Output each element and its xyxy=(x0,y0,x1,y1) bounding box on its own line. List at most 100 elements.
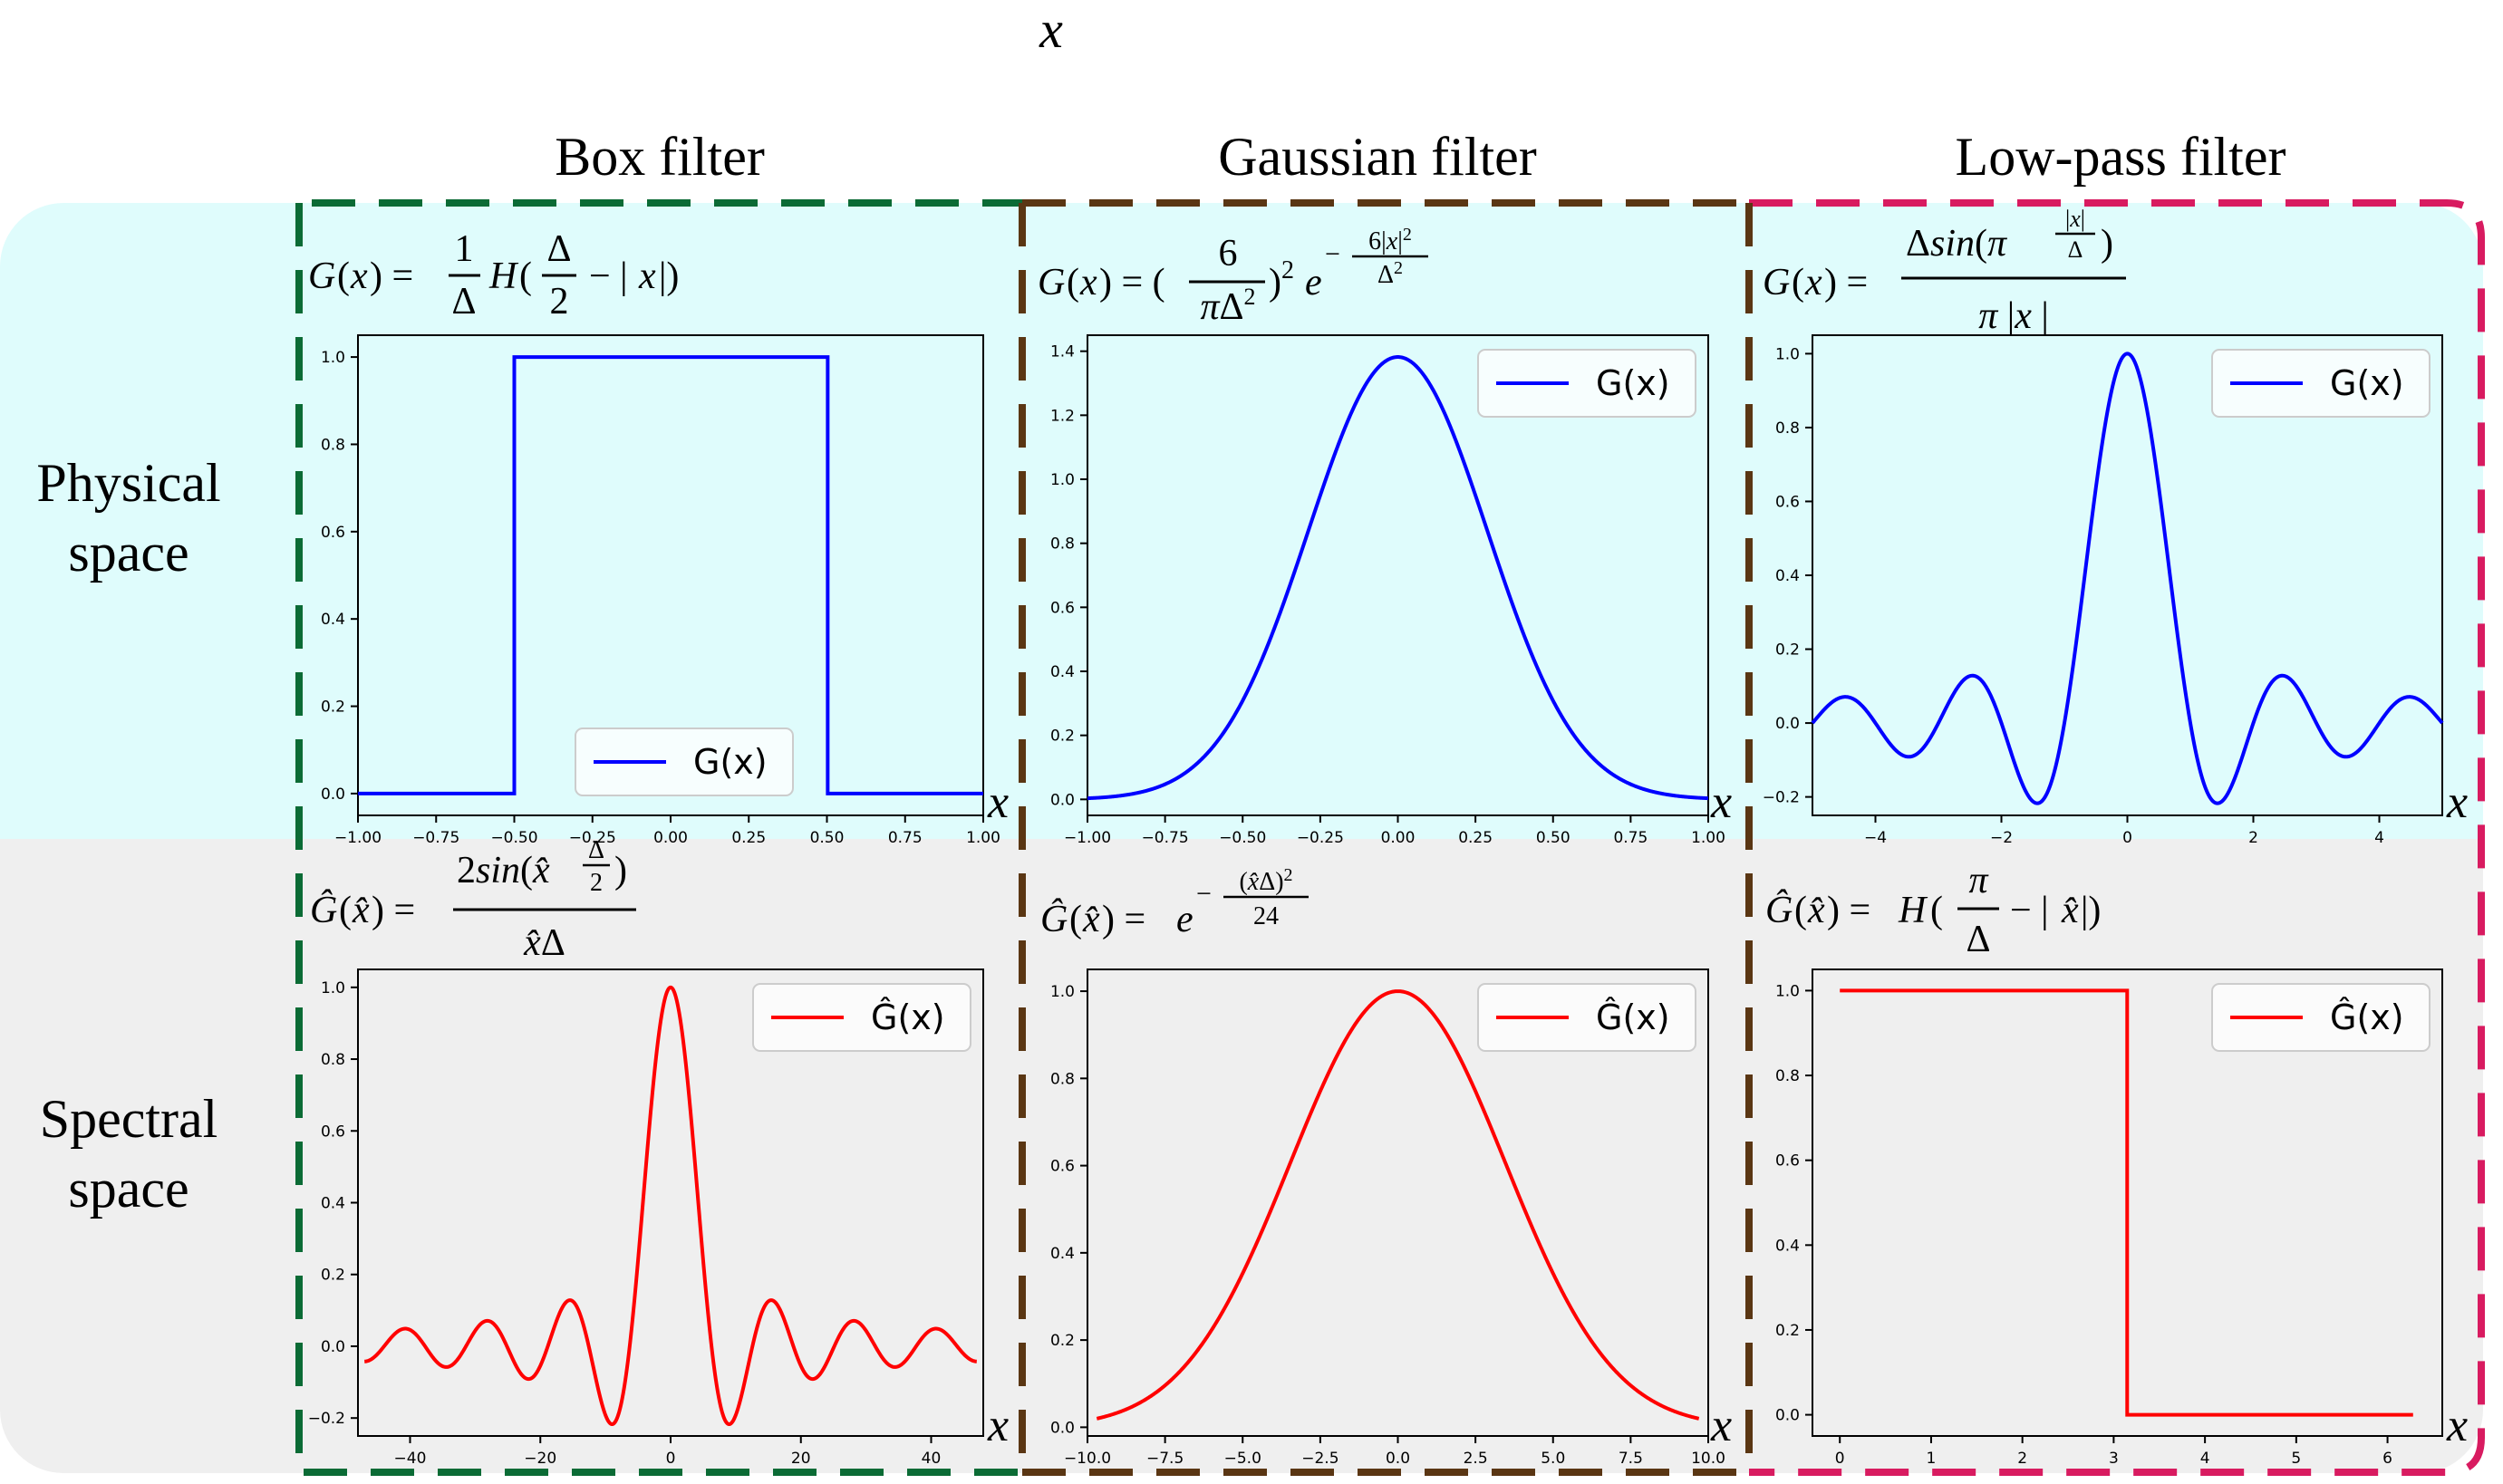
x-tick-label: 20 xyxy=(791,1450,811,1468)
y-tick-label: 0.0 xyxy=(1050,791,1075,809)
x-tick-label: −0.25 xyxy=(569,829,616,847)
svg-text:2: 2 xyxy=(550,281,569,323)
y-tick-label: −0.2 xyxy=(308,1410,345,1428)
row-label-physical-line2: space xyxy=(68,523,188,583)
legend-box xyxy=(1477,983,1696,1052)
y-tick-label: 0.0 xyxy=(321,785,345,804)
axis-x-label-lowpass-physical: x xyxy=(2446,776,2468,828)
y-tick-label: 0.8 xyxy=(1050,535,1075,554)
svg-text:|): |) xyxy=(2081,890,2101,931)
chart-panels: −1.00 −0.75 −0.50 −0.25 0.00 0.25 0.50 0.75 1.00… xyxy=(308,334,2444,1468)
y-tick-label: 0.2 xyxy=(1775,1322,1800,1340)
x-tick-label: −0.75 xyxy=(1142,829,1189,847)
svg-text:) =: ) = xyxy=(1824,262,1868,304)
svg-text:− |: − | xyxy=(2010,890,2049,931)
svg-text:x: x xyxy=(638,255,656,297)
legend-label: G(x) xyxy=(2330,363,2404,403)
y-tick-label: 0.6 xyxy=(1775,493,1800,511)
y-tick-label: 0.0 xyxy=(1775,715,1800,733)
svg-text:Δ: Δ xyxy=(546,228,571,270)
svg-text:x̂: x̂ xyxy=(352,890,370,931)
legend: G(x) xyxy=(575,728,794,796)
lowpass_physical-chart: −4 −2 0 2 4 −0.2 0.0 0.2 0.4 0.6 0.8 1.0 G(x) xyxy=(1763,334,2444,847)
top-x-label: x xyxy=(1039,0,1063,59)
gaussian_physical-chart: −1.00 −0.75 −0.50 −0.25 0.00 0.25 0.50 0.75 1.00… xyxy=(1050,334,1725,847)
x-tick-label: −0.25 xyxy=(1297,829,1344,847)
formula-box-physical: G (x) = 1 Δ H( Δ 2 − | x |) xyxy=(308,228,679,323)
gaussian-filter-column-border xyxy=(1019,199,1747,1476)
y-tick-label: 0.6 xyxy=(321,1123,345,1141)
series-line xyxy=(1096,989,1700,1421)
series-line xyxy=(1811,352,2444,805)
svg-text:H: H xyxy=(488,255,519,297)
legend: G(x) xyxy=(2211,349,2431,418)
physical-space-row-background-square xyxy=(0,634,2483,839)
x-tick-label: 0.25 xyxy=(1458,829,1493,847)
svg-text:) =: ) = xyxy=(1827,890,1870,931)
x-tick-label: 0.25 xyxy=(731,829,766,847)
formula-box-spectral: Ĝ (x̂) = 2sin(x̂ Δ 2 ) x̂Δ xyxy=(310,836,636,964)
svg-text:2: 2 xyxy=(590,869,603,897)
svg-text:|x|: |x| xyxy=(2065,206,2085,232)
column-title-low-pass-filter: Low-pass filter xyxy=(1956,127,2286,187)
svg-text:Ĝ: Ĝ xyxy=(310,889,337,931)
y-tick-label: 0.0 xyxy=(1775,1407,1800,1425)
svg-text:) = (: ) = ( xyxy=(1099,262,1165,304)
x-tick-label: 0 xyxy=(2122,829,2132,847)
svg-text:) =: ) = xyxy=(372,890,415,931)
svg-text:Δ: Δ xyxy=(2068,236,2083,263)
x-tick-label: 2 xyxy=(2017,1450,2027,1468)
svg-text:x: x xyxy=(1079,262,1097,304)
x-tick-label: 5 xyxy=(2291,1450,2301,1468)
svg-text:G: G xyxy=(1038,262,1065,304)
y-tick-label: 0.0 xyxy=(1050,1419,1075,1437)
legend-box xyxy=(2211,983,2431,1052)
x-tick-label: 4 xyxy=(2374,829,2384,847)
svg-text:(: ( xyxy=(1067,262,1079,304)
x-tick-label: −0.50 xyxy=(490,829,537,847)
lowpass_spectral-chart: 0 1 2 3 4 5 6 0.0 0.2 0.4 0.6 0.8 1.0 Ĝ(x) xyxy=(1775,968,2443,1468)
x-tick-label: −40 xyxy=(394,1450,427,1468)
box-filter-column-border xyxy=(295,199,1022,1476)
x-tick-label: −10.0 xyxy=(1064,1450,1111,1468)
svg-text:x: x xyxy=(1804,262,1822,304)
formula-gaussian-spectral: Ĝ (x̂) = e − (x̂Δ)2 24 xyxy=(1040,865,1309,940)
y-tick-label: 1.0 xyxy=(1050,471,1075,489)
x-tick-label: 2.5 xyxy=(1464,1450,1488,1468)
svg-text:x̂: x̂ xyxy=(1082,899,1100,940)
svg-text:(: ( xyxy=(1930,890,1943,931)
y-tick-label: 0.6 xyxy=(1050,1158,1075,1176)
legend-box xyxy=(575,728,794,796)
svg-text:|): |) xyxy=(659,255,679,297)
axis-x-label-lowpass-spectral: x xyxy=(2446,1400,2468,1451)
svg-text:Δsin(π: Δsin(π xyxy=(1906,223,2007,265)
x-tick-label: 0.0 xyxy=(1386,1450,1410,1468)
y-tick-label: 0.0 xyxy=(321,1338,345,1356)
legend: Ĝ(x) xyxy=(2211,983,2431,1052)
box_physical-chart: −1.00 −0.75 −0.50 −0.25 0.00 0.25 0.50 0.75 1.00… xyxy=(321,334,1000,847)
x-tick-label: −4 xyxy=(1864,829,1887,847)
y-tick-label: 0.2 xyxy=(321,1267,345,1285)
spectral-space-row-background-square xyxy=(0,839,2483,1111)
svg-text:−: − xyxy=(1196,879,1212,909)
x-tick-label: 1.00 xyxy=(1691,829,1725,847)
y-tick-label: 0.8 xyxy=(321,436,345,454)
svg-text:): ) xyxy=(2101,223,2113,265)
series-line xyxy=(364,985,977,1426)
column-title-box-filter: Box filter xyxy=(555,127,765,187)
legend: Ĝ(x) xyxy=(1477,983,1696,1052)
x-tick-label: 0.75 xyxy=(1613,829,1648,847)
x-tick-label: −2 xyxy=(1990,829,2013,847)
svg-text:x̂: x̂ xyxy=(2061,890,2079,931)
svg-text:Δ: Δ xyxy=(451,281,476,323)
svg-text:G: G xyxy=(308,255,335,297)
svg-text:e: e xyxy=(1305,262,1322,304)
formula-gaussian-physical: G (x) = ( 6 πΔ2 )2 e − 6|x|2 Δ2 xyxy=(1038,225,1428,328)
x-tick-label: 1.00 xyxy=(966,829,1000,847)
y-tick-label: 1.0 xyxy=(1775,345,1800,363)
y-tick-label: 1.0 xyxy=(321,979,345,997)
svg-text:e: e xyxy=(1176,899,1194,940)
row-label-spectral-line2: space xyxy=(68,1159,188,1219)
x-tick-label: 7.5 xyxy=(1619,1450,1643,1468)
